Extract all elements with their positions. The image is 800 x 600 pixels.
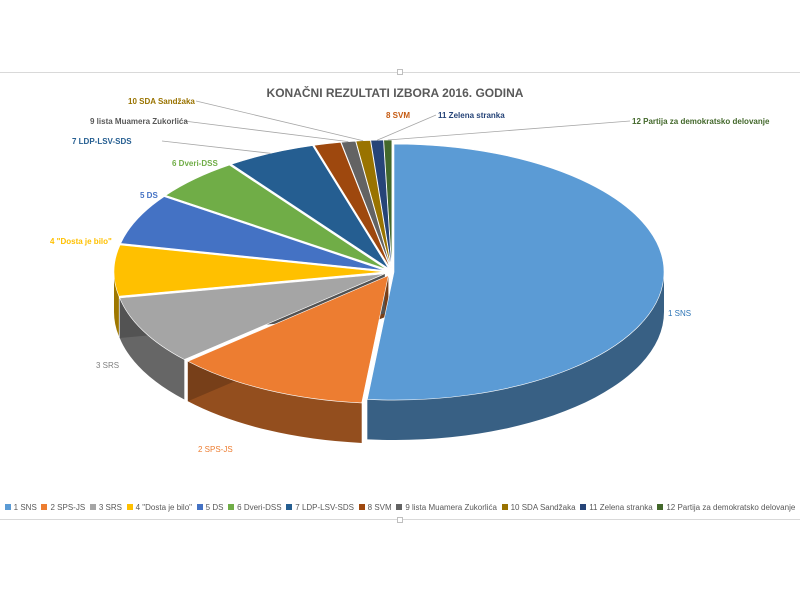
leader-line-10 <box>195 100 364 142</box>
legend-item-9[interactable]: 9 lista Muamera Zukorlića <box>396 503 497 512</box>
resize-handle-bottom[interactable] <box>397 517 403 523</box>
slice-side-4 <box>114 271 119 337</box>
slice-3[interactable] <box>119 273 385 360</box>
chart-title: KONAČNI REZULTATI IZBORA 2016. GODINA <box>267 85 524 100</box>
data-label-10: 10 SDA Sandžaka <box>128 97 195 106</box>
slice-side-1 <box>367 272 664 441</box>
data-label-2: 2 SPS-JS <box>198 445 233 454</box>
data-label-1: 1 SNS <box>668 309 691 318</box>
legend-label: 10 SDA Sandžaka <box>510 502 576 512</box>
legend-label: 1 SNS <box>13 502 37 512</box>
data-label-4: 4 "Dosta je bilo" <box>50 237 112 246</box>
legend-label: 9 lista Muamera Zukorlića <box>405 502 497 512</box>
legend-label: 12 Partija za demokratsko delovanje <box>666 502 796 512</box>
legend-item-7[interactable]: 7 LDP-LSV-SDS <box>286 503 354 512</box>
legend-swatch <box>657 504 664 510</box>
legend-swatch <box>89 504 96 510</box>
slice-7[interactable] <box>230 145 389 269</box>
slice-11[interactable] <box>370 139 392 269</box>
legend-swatch <box>4 504 11 510</box>
legend-label: 8 SVM <box>367 502 392 512</box>
legend-swatch <box>196 504 203 510</box>
legend-swatch <box>126 504 133 510</box>
legend-label: 5 DS <box>205 502 224 512</box>
data-label-9: 9 lista Muamera Zukorlića <box>90 117 188 126</box>
leader-line-11 <box>376 114 437 141</box>
data-label-3: 3 SRS <box>96 361 119 370</box>
leader-line-12 <box>387 120 631 141</box>
legend-item-12[interactable]: 12 Partija za demokratsko delovanje <box>657 503 795 512</box>
legend-swatch <box>580 504 587 510</box>
resize-handle-top[interactable] <box>397 69 403 75</box>
slice-5[interactable] <box>120 196 385 271</box>
legend-item-10[interactable]: 10 SDA Sandžaka <box>501 502 576 512</box>
data-label-12: 12 Partija za demokratsko delovanje <box>632 117 770 126</box>
legend-label: 2 SPS-JS <box>50 502 86 512</box>
legend-item-4[interactable]: 4 "Dosta je bilo" <box>126 502 192 512</box>
data-label-5: 5 DS <box>140 191 158 200</box>
legend-swatch <box>41 504 48 510</box>
legend-swatch <box>286 504 293 510</box>
legend-label: 4 "Dosta je bilo" <box>135 502 192 512</box>
slice-1[interactable] <box>366 143 665 401</box>
data-label-8: 8 SVM <box>386 111 410 120</box>
slice-8[interactable] <box>313 141 391 269</box>
legend-item-1[interactable]: 1 SNS <box>4 502 37 512</box>
legend-swatch <box>396 504 403 510</box>
slice-4[interactable] <box>113 244 385 297</box>
legend-item-3[interactable]: 3 SRS <box>89 502 122 512</box>
slice-9[interactable] <box>340 140 392 269</box>
legend-item-2[interactable]: 2 SPS-JS <box>41 503 85 512</box>
legend-item-6[interactable]: 6 Dveri-DSS <box>228 502 282 512</box>
legend-label: 6 Dveri-DSS <box>237 502 282 512</box>
legend-swatch <box>501 504 508 510</box>
legend-item-8[interactable]: 8 SVM <box>358 502 392 512</box>
legend-label: 3 SRS <box>98 502 122 512</box>
leader-line-9 <box>183 120 349 143</box>
legend-swatch <box>228 504 235 510</box>
data-label-6: 6 Dveri-DSS <box>172 159 218 168</box>
legend-swatch <box>358 504 365 510</box>
slice-2[interactable] <box>187 275 389 404</box>
data-label-7: 7 LDP-LSV-SDS <box>72 137 132 146</box>
legend-item-5[interactable]: 5 DS <box>196 502 224 512</box>
legend-label: 7 LDP-LSV-SDS <box>295 502 354 512</box>
slice-6[interactable] <box>165 164 387 270</box>
data-label-11: 11 Zelena stranka <box>438 111 505 120</box>
legend-label: 11 Zelena stranka <box>589 502 653 512</box>
legend: 1 SNS 2 SPS-JS 3 SRS 4 "Dosta je bilo" 5 DS 6… <box>0 498 800 516</box>
legend-item-11[interactable]: 11 Zelena stranka <box>580 502 653 512</box>
leader-line-7 <box>161 140 271 154</box>
